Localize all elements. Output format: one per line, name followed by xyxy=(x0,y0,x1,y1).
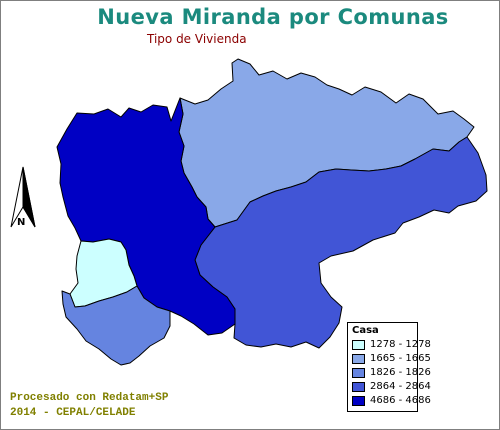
legend-swatch xyxy=(352,382,365,392)
legend-title: Casa xyxy=(352,325,379,336)
legend-label: 1665 - 1665 xyxy=(370,353,431,364)
legend-label: 2864 - 2864 xyxy=(370,381,431,392)
legend-label: 1278 - 1278 xyxy=(370,339,431,350)
north-arrow-icon xyxy=(10,166,36,228)
legend-swatch xyxy=(352,368,365,378)
legend-label: 1826 - 1826 xyxy=(370,367,431,378)
map-subtitle: Tipo de Vivienda xyxy=(147,32,247,46)
legend-swatch xyxy=(352,396,365,406)
comuna-region[interactable] xyxy=(194,136,488,349)
credits-line: 2014 - CEPAL/CELADE xyxy=(10,407,136,419)
legend: Casa 1278 - 1278 1665 - 1665 1826 - 1826… xyxy=(347,322,431,412)
comuna-region[interactable] xyxy=(61,285,171,366)
legend-swatch xyxy=(352,354,365,364)
north-label: N xyxy=(17,217,26,228)
credits-line: Procesado con Redatam+SP xyxy=(10,392,169,404)
map-title: Nueva Miranda por Comunas xyxy=(97,5,449,29)
legend-swatch xyxy=(352,340,365,350)
legend-label: 4686 - 4686 xyxy=(370,395,431,406)
